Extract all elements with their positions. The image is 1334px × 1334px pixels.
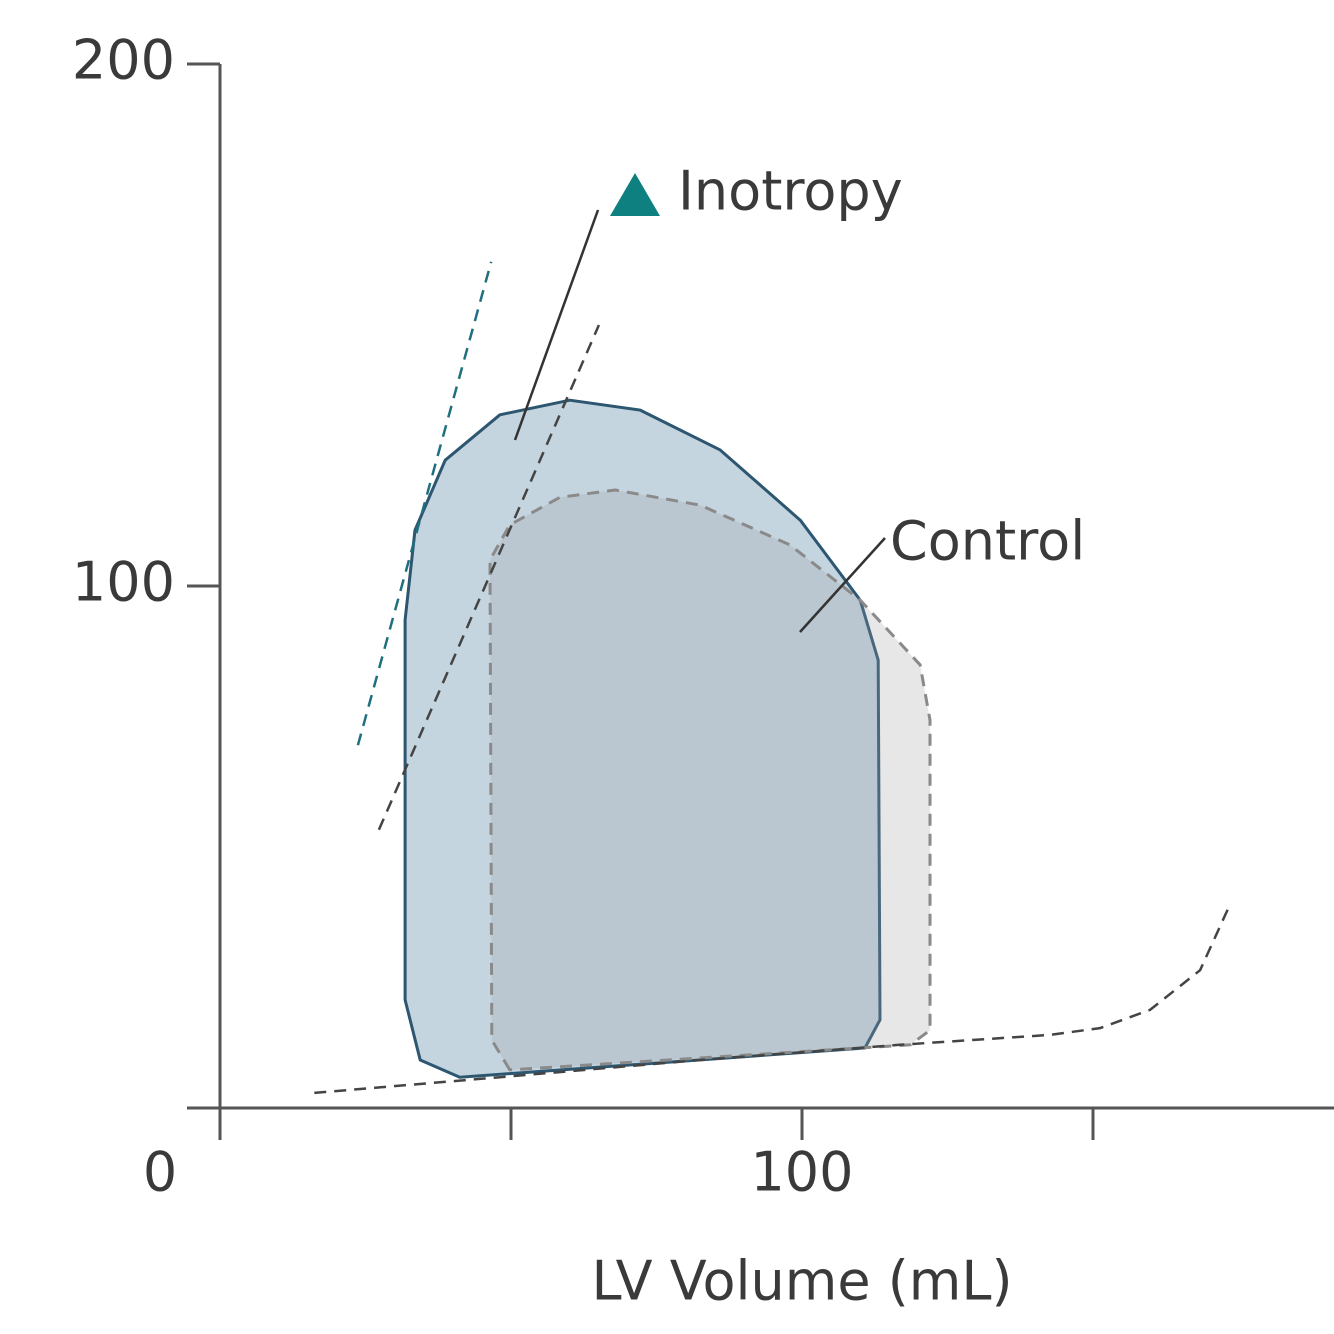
y-tick-label: 200 [72,29,175,92]
leader-line [513,209,600,441]
reference-line [356,261,493,746]
x-tick-label: 100 [750,1141,853,1204]
reference-line [314,904,1231,1095]
leader-line [799,537,886,633]
reference-line [377,324,601,831]
inotropy-marker [610,173,660,216]
y-tick-label: 100 [72,551,175,614]
annotation: Control [890,510,1085,573]
pv-loop [403,398,882,1079]
x-axis-label: LV Volume (mL) [591,1250,1012,1313]
x-tick-label: 0 [143,1141,177,1204]
annotation: Inotropy [678,160,903,223]
pv-loop [488,488,932,1072]
